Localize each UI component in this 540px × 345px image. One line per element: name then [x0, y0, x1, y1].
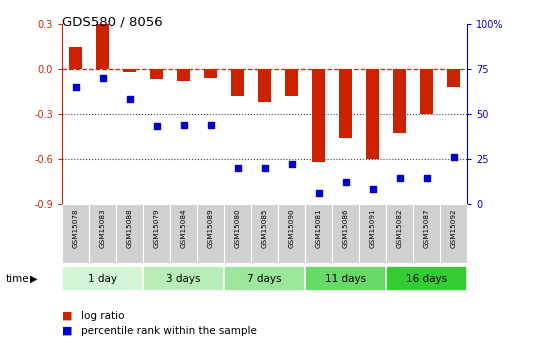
Point — [341, 179, 350, 185]
Bar — [224, 266, 305, 291]
Text: log ratio: log ratio — [81, 311, 125, 321]
Bar — [204, 69, 217, 78]
Bar — [387, 204, 413, 263]
Bar — [360, 204, 386, 263]
Text: GSM15082: GSM15082 — [396, 208, 403, 248]
Text: GDS580 / 8056: GDS580 / 8056 — [62, 16, 163, 29]
Bar — [143, 266, 224, 291]
Point — [152, 124, 161, 129]
Point — [422, 176, 431, 181]
Text: GSM15091: GSM15091 — [369, 208, 376, 248]
Text: GSM15087: GSM15087 — [423, 208, 430, 248]
Bar — [117, 204, 143, 263]
Bar — [251, 204, 278, 263]
Bar — [333, 204, 359, 263]
Bar — [414, 204, 440, 263]
Bar — [198, 204, 224, 263]
Bar — [420, 69, 434, 114]
Bar — [225, 204, 251, 263]
Point — [179, 122, 188, 127]
Text: GSM15080: GSM15080 — [234, 208, 241, 248]
Bar — [69, 47, 82, 69]
Text: ■: ■ — [62, 326, 72, 335]
Text: GSM15090: GSM15090 — [288, 208, 295, 248]
Bar — [96, 24, 109, 69]
Point — [287, 161, 296, 167]
Bar — [386, 266, 467, 291]
Bar — [150, 69, 163, 79]
Bar — [279, 204, 305, 263]
Bar — [177, 69, 190, 81]
Point — [314, 190, 323, 196]
Bar — [339, 69, 353, 138]
Text: GSM15078: GSM15078 — [72, 208, 79, 248]
Text: 1 day: 1 day — [88, 274, 117, 284]
Text: GSM15086: GSM15086 — [342, 208, 349, 248]
Bar — [366, 69, 380, 159]
Text: 11 days: 11 days — [325, 274, 366, 284]
Bar — [62, 204, 89, 263]
Text: time: time — [5, 274, 29, 284]
Bar — [305, 266, 386, 291]
Text: GSM15089: GSM15089 — [207, 208, 214, 248]
Text: GSM15088: GSM15088 — [126, 208, 133, 248]
Bar — [89, 204, 116, 263]
Bar — [171, 204, 197, 263]
Text: percentile rank within the sample: percentile rank within the sample — [81, 326, 257, 335]
Bar — [312, 69, 325, 162]
Bar — [62, 266, 143, 291]
Text: 3 days: 3 days — [166, 274, 201, 284]
Point — [449, 154, 458, 160]
Text: ■: ■ — [62, 311, 72, 321]
Point — [368, 186, 377, 192]
Point — [206, 122, 215, 127]
Text: GSM15083: GSM15083 — [99, 208, 106, 248]
Point — [395, 176, 404, 181]
Text: GSM15085: GSM15085 — [261, 208, 268, 248]
Text: 7 days: 7 days — [247, 274, 282, 284]
Text: GSM15079: GSM15079 — [153, 208, 160, 248]
Point — [98, 75, 107, 81]
Text: GSM15081: GSM15081 — [315, 208, 322, 248]
Bar — [441, 204, 467, 263]
Bar — [306, 204, 332, 263]
Point — [260, 165, 269, 170]
Bar — [447, 69, 460, 87]
Text: GSM15092: GSM15092 — [450, 208, 457, 248]
Bar — [258, 69, 272, 102]
Bar — [144, 204, 170, 263]
Text: ▶: ▶ — [30, 274, 37, 284]
Point — [233, 165, 242, 170]
Text: GSM15084: GSM15084 — [180, 208, 187, 248]
Bar — [393, 69, 407, 133]
Point — [71, 84, 80, 90]
Point — [125, 97, 134, 102]
Bar — [123, 69, 136, 72]
Text: 16 days: 16 days — [406, 274, 447, 284]
Bar — [231, 69, 244, 96]
Bar — [285, 69, 299, 96]
